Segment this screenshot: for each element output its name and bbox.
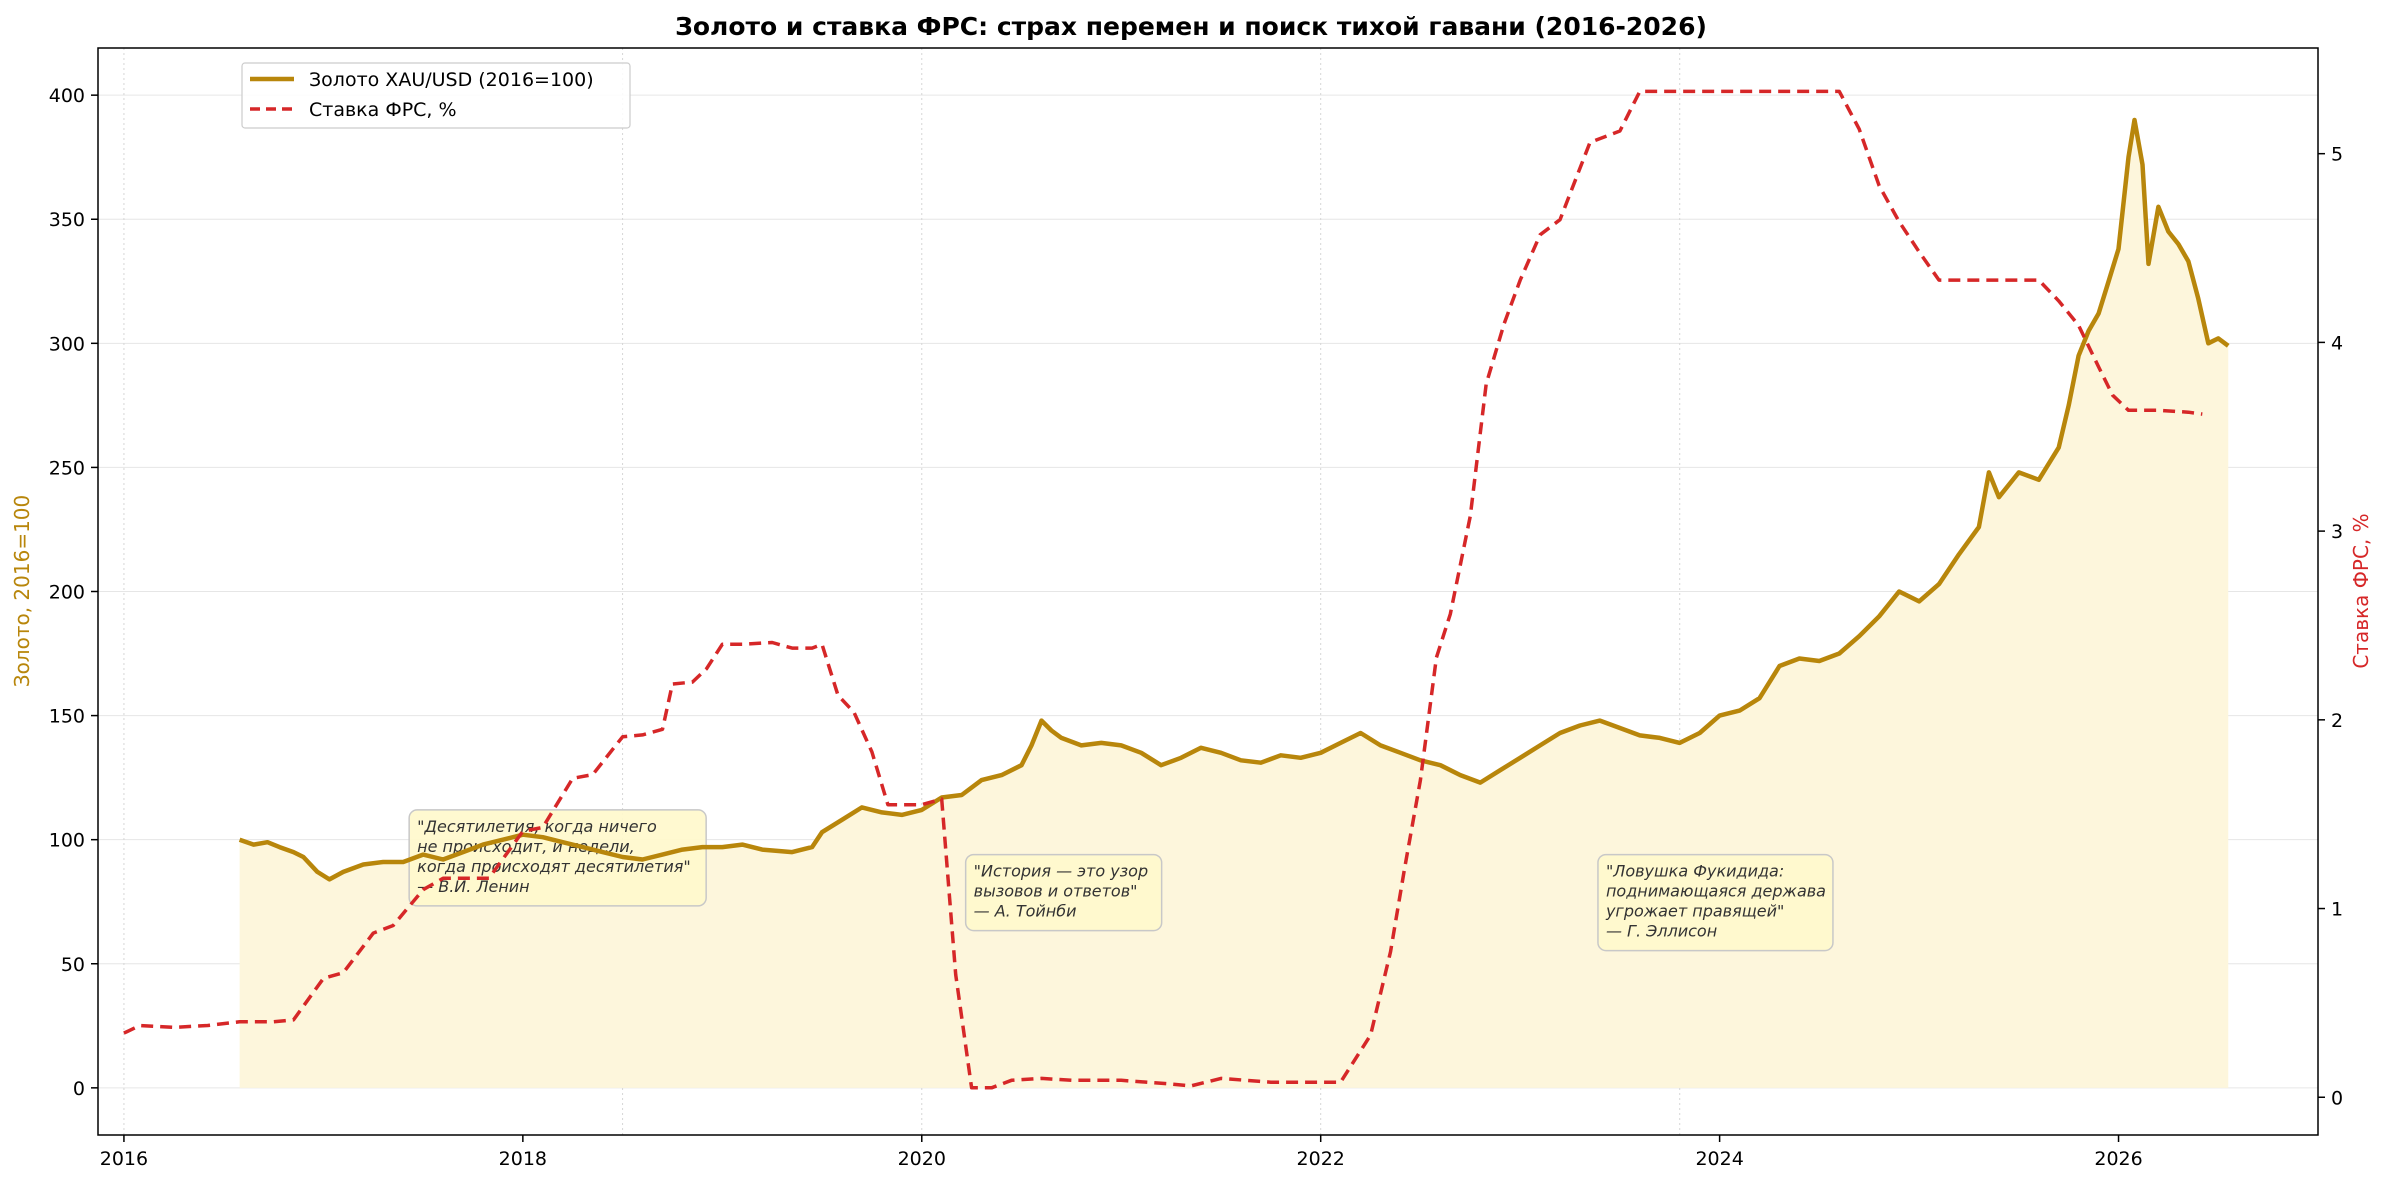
annotation-box [1597, 853, 1834, 952]
y-right-tick-label: 5 [2331, 144, 2343, 166]
series-lines [123, 89, 2230, 1090]
chart-title: Золото и ставка ФРС: страх перемен и пои… [675, 12, 1707, 41]
series-line-gold [238, 117, 2230, 882]
y-right-axis-ticks: 0 1 2 3 4 5 [2318, 144, 2343, 1109]
y-left-tick-label: 0 [73, 1078, 85, 1100]
series-line-fed-rate [123, 89, 2203, 1090]
y-left-tick-label: 150 [49, 706, 85, 728]
y-right-tick-label: 4 [2331, 332, 2343, 354]
x-axis-ticks: 2016 2018 2020 2022 2024 2026 [100, 1135, 2143, 1170]
x-tick-label: 2018 [499, 1148, 547, 1170]
annotation-line: "История — это узор [974, 862, 1148, 881]
x-tick-label: 2026 [2094, 1148, 2142, 1170]
annotation-line: — А. Тойнби [974, 902, 1077, 921]
y-axis-left-label: Золото, 2016=100 [10, 495, 34, 688]
annotation-line: "Десятилетия, когда ничего [417, 817, 657, 836]
annotation-box [964, 853, 1163, 932]
y-right-tick-label: 3 [2331, 521, 2343, 543]
legend-label-rate: Ставка ФРС, % [309, 99, 457, 121]
y-left-tick-label: 200 [49, 582, 85, 604]
annotation-line: — В.И. Ленин [417, 877, 529, 896]
annotation-line: поднимающаяся держава [1606, 882, 1826, 901]
y-left-axis-ticks: 0 50 100 150 200 250 300 350 400 [49, 85, 98, 1100]
y-right-tick-label: 2 [2331, 710, 2343, 732]
legend-box [241, 62, 631, 129]
y-left-tick-label: 300 [49, 333, 85, 355]
y-left-tick-label: 400 [49, 85, 85, 107]
legend: Золото XAU/USD (2016=100) Ставка ФРС, % [241, 62, 631, 129]
annotation-line: вызовов и ответов" [974, 882, 1138, 901]
y-right-tick-label: 0 [2331, 1087, 2343, 1109]
annotation-line: "Ловушка Фукидида: [1606, 862, 1784, 881]
x-tick-label: 2022 [1297, 1148, 1345, 1170]
x-tick-label: 2024 [1695, 1148, 1743, 1170]
y-axis-right-label: Ставка ФРС, % [2349, 513, 2373, 668]
annotation-3: "Ловушка Фукидида:поднимающаяся державау… [1597, 853, 1834, 952]
x-tick-label: 2016 [100, 1148, 148, 1170]
x-tick-label: 2020 [898, 1148, 946, 1170]
annotation-line: угрожает правящей" [1605, 902, 1784, 921]
annotation-line: — Г. Эллисон [1606, 922, 1717, 941]
y-left-tick-label: 350 [49, 209, 85, 231]
legend-label-gold: Золото XAU/USD (2016=100) [309, 69, 594, 91]
annotation-line: когда происходят десятилетия" [417, 857, 691, 876]
y-right-tick-label: 1 [2331, 899, 2343, 921]
y-left-tick-label: 50 [61, 954, 85, 976]
y-left-tick-label: 250 [49, 457, 85, 479]
y-left-tick-label: 100 [49, 830, 85, 852]
